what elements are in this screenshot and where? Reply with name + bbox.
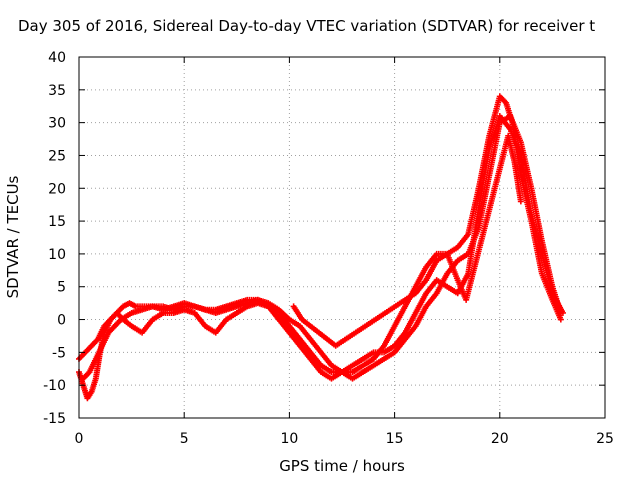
y-tick-label: 40 <box>48 50 66 66</box>
x-tick-label: 15 <box>386 431 404 447</box>
grid <box>79 57 605 418</box>
plot-frame <box>78 56 606 419</box>
y-tick-label: -15 <box>43 411 66 427</box>
x-axis-label: GPS time / hours <box>279 457 405 475</box>
x-tick-label: 25 <box>596 431 614 447</box>
chart-title: Day 305 of 2016, Sidereal Day-to-day VTE… <box>18 17 595 35</box>
y-tick-label: 0 <box>57 313 66 329</box>
data-point <box>557 309 564 316</box>
y-tick-label: 10 <box>48 247 66 263</box>
y-tick-label: 30 <box>48 116 66 132</box>
x-tick-label: 20 <box>491 431 509 447</box>
y-axis-label: SDTVAR / TECUs <box>4 175 22 298</box>
x-tick-label: 10 <box>280 431 298 447</box>
data-point <box>557 316 564 323</box>
data-point <box>517 198 524 205</box>
y-tick-labels: -15 -10 -5 0 5 10 15 20 25 30 35 40 <box>43 50 66 427</box>
y-tick-label: 20 <box>48 181 66 197</box>
x-tick-label: 0 <box>75 431 84 447</box>
y-tick-label: 15 <box>48 214 66 230</box>
y-tick-label: -10 <box>43 378 66 394</box>
y-tick-label: 35 <box>48 83 66 99</box>
axis-ticks <box>78 56 606 419</box>
x-tick-label: 5 <box>180 431 189 447</box>
x-tick-labels: 0 5 10 15 20 25 <box>75 431 614 447</box>
y-tick-label: 25 <box>48 148 66 164</box>
y-tick-label: -5 <box>52 345 66 361</box>
data-points <box>76 93 566 402</box>
y-tick-label: 5 <box>57 280 66 296</box>
